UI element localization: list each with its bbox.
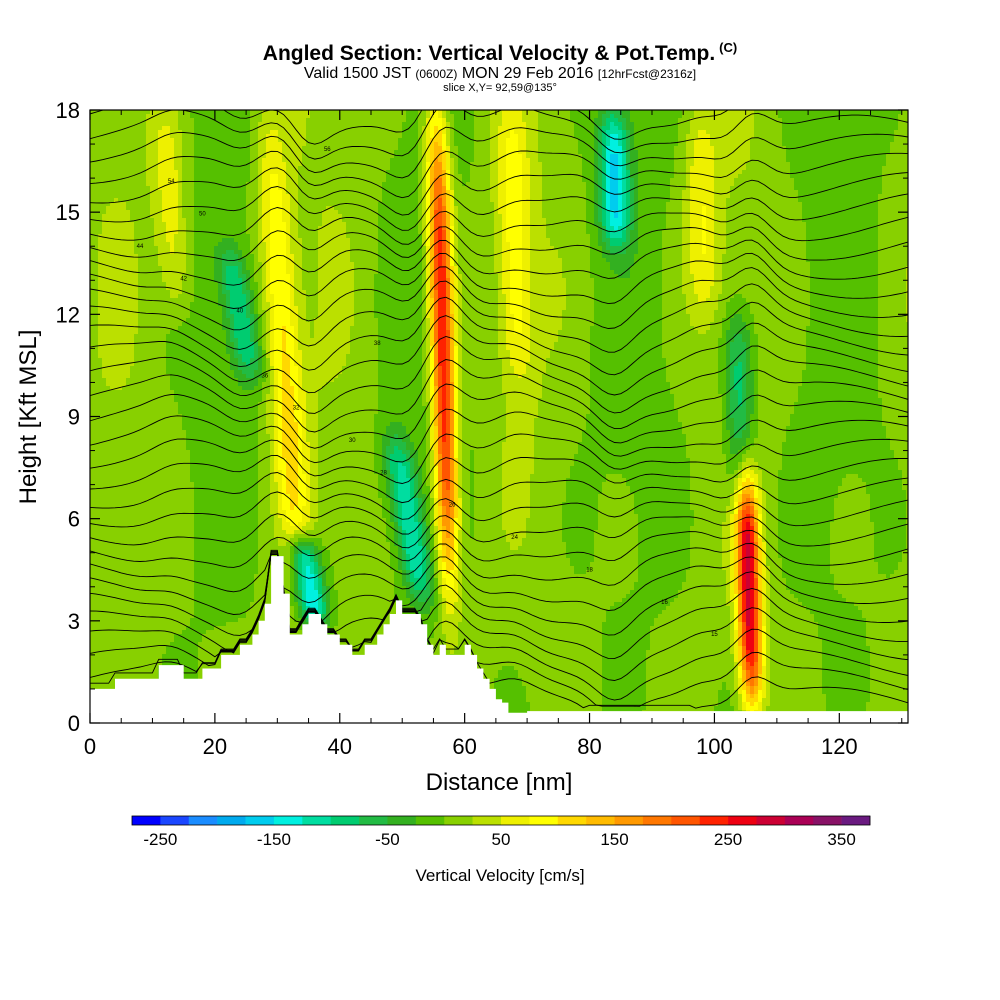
colorbar-swatch xyxy=(387,816,416,825)
pot-temp-label: 26 xyxy=(449,503,456,509)
x-tick-label: 60 xyxy=(452,734,476,759)
colorbar-swatch xyxy=(728,816,757,825)
pot-temp-label: 18 xyxy=(586,567,593,573)
x-tick-label: 80 xyxy=(577,734,601,759)
pot-temp-label: 24 xyxy=(511,535,518,541)
colorbar-swatch xyxy=(160,816,189,825)
colorbar-swatch xyxy=(246,816,275,825)
colorbar-tick-label: 350 xyxy=(827,830,855,849)
colorbar-swatch xyxy=(501,816,530,825)
y-tick-label: 0 xyxy=(68,711,80,736)
colorbar-swatch xyxy=(444,816,473,825)
pot-temp-label: 40 xyxy=(237,309,244,315)
colorbar-swatch xyxy=(586,816,615,825)
pot-temp-label: 38 xyxy=(374,341,381,347)
colorbar-tick-label: -150 xyxy=(257,830,291,849)
y-tick-label: 6 xyxy=(68,507,80,532)
x-tick-label: 40 xyxy=(328,734,352,759)
pot-temp-label: 54 xyxy=(168,179,175,185)
colorbar-swatch xyxy=(132,816,161,825)
colorbar-swatch xyxy=(302,816,331,825)
colorbar-swatch xyxy=(700,816,729,825)
pot-temp-label: 32 xyxy=(293,406,300,412)
colorbar-swatch xyxy=(331,816,360,825)
x-tick-label: 100 xyxy=(696,734,733,759)
colorbar-swatch xyxy=(473,816,502,825)
x-tick-label: 20 xyxy=(203,734,227,759)
colorbar-tick-label: 50 xyxy=(492,830,511,849)
x-tick-label: 120 xyxy=(821,734,858,759)
colorbar-tick-label: 250 xyxy=(714,830,742,849)
colorbar-tick-label: -50 xyxy=(375,830,400,849)
pot-temp-label: 30 xyxy=(349,438,356,444)
y-tick-label: 9 xyxy=(68,405,80,430)
y-tick-label: 18 xyxy=(56,98,80,123)
colorbar-swatch xyxy=(558,816,587,825)
colorbar-swatch xyxy=(842,816,871,825)
x-axis-title: Distance [nm] xyxy=(426,769,573,796)
colorbar-swatch xyxy=(189,816,218,825)
colorbar-swatch xyxy=(643,816,672,825)
colorbar-tick-label: 150 xyxy=(600,830,628,849)
colorbar-tick-label: -250 xyxy=(143,830,177,849)
y-tick-label: 12 xyxy=(56,302,80,327)
pot-temp-label: 44 xyxy=(137,244,144,250)
y-tick-label: 3 xyxy=(68,609,80,634)
colorbar-swatch xyxy=(274,816,303,825)
pot-temp-label: 50 xyxy=(199,212,206,218)
y-tick-label: 15 xyxy=(56,200,80,225)
colorbar-swatch xyxy=(416,816,445,825)
colorbar-swatch xyxy=(813,816,842,825)
colorbar-swatch xyxy=(359,816,388,825)
colorbar-swatch xyxy=(529,816,558,825)
pot-temp-label: 42 xyxy=(180,276,187,282)
colorbar-swatch xyxy=(615,816,644,825)
colorbar-swatch xyxy=(217,816,246,825)
colorbar-swatch xyxy=(671,816,700,825)
x-tick-label: 0 xyxy=(84,734,96,759)
pot-temp-label: 28 xyxy=(380,470,387,476)
colorbar-swatch xyxy=(785,816,814,825)
pot-temp-label: 56 xyxy=(324,147,331,153)
pot-temp-label: 15 xyxy=(711,632,718,638)
colorbar-swatch xyxy=(756,816,785,825)
pot-temp-label: 16 xyxy=(661,600,668,606)
colorbar-title: Vertical Velocity [cm/s] xyxy=(415,866,584,885)
y-axis-title: Height [Kft MSL] xyxy=(15,330,42,505)
colorbar: -250 -150 -50 50 150 250 350 xyxy=(132,816,870,849)
pot-temp-label: 36 xyxy=(261,373,268,379)
